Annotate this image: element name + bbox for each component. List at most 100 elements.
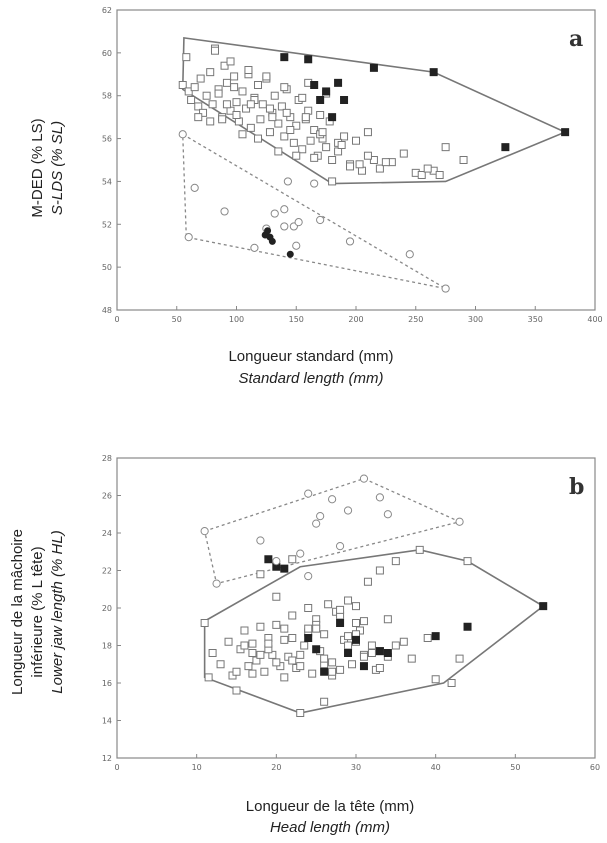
data-point-open-square: [178, 81, 187, 89]
data-point-open-circle: [359, 474, 369, 483]
data-point-open-square: [320, 654, 329, 663]
data-point-open-square: [352, 619, 360, 627]
data-point-open-square: [336, 605, 345, 614]
x-axis-label-en-b: Head length (mm): [270, 819, 390, 836]
data-point-open-square: [182, 53, 191, 62]
data-point-open-circle: [283, 177, 292, 186]
data-point-open-square: [184, 87, 193, 96]
data-point-open-square: [206, 68, 215, 77]
data-point-open-square: [289, 138, 298, 147]
data-point-open-square: [256, 650, 265, 659]
data-point-open-square: [455, 654, 464, 663]
data-point-open-square: [288, 555, 297, 564]
data-point-filled-square: [304, 55, 313, 64]
data-point-open-square: [194, 102, 203, 111]
data-point-open-circle: [220, 207, 229, 216]
y-tick-label: 50: [102, 263, 112, 272]
data-point-open-square: [298, 93, 307, 102]
data-point-open-circle: [212, 579, 221, 588]
data-point-open-circle: [304, 572, 313, 581]
y-tick-label: 22: [102, 567, 112, 576]
panel-a: 0 50 100 150 200 250 300 350 400 48 50 52 54 56 58 60 62…: [102, 6, 603, 324]
data-point-open-square: [288, 634, 297, 642]
data-point-open-square: [238, 87, 247, 96]
data-point-open-square: [375, 566, 384, 575]
data-point-open-square: [352, 136, 360, 145]
panel-b: 0 10 20 30 40 50 60 12 14 16 18 20 22 24 26 28 b: [102, 454, 600, 772]
hull-dashed: [182, 133, 446, 290]
data-point-open-square: [268, 113, 277, 122]
data-point-open-square: [423, 634, 432, 642]
data-point-open-square: [196, 74, 205, 83]
data-point-open-square: [208, 649, 217, 657]
y-tick-label: 24: [102, 529, 112, 538]
data-point-open-square: [310, 126, 319, 134]
x-tick-label: 100: [229, 315, 244, 324]
data-point-open-square: [204, 673, 213, 682]
data-point-open-square: [383, 615, 392, 624]
data-point-open-square: [280, 673, 289, 682]
y-tick-label: 18: [102, 642, 112, 651]
data-point-filled-square: [312, 645, 321, 654]
data-point-open-square: [355, 160, 364, 169]
x-tick-label: 350: [528, 315, 543, 324]
data-point-filled-square: [431, 632, 440, 641]
data-point-filled-square: [304, 634, 313, 642]
y-tick-label: 52: [102, 220, 112, 229]
data-point-open-square: [208, 100, 217, 109]
data-point-filled-square: [561, 128, 570, 137]
x-tick-label: 400: [587, 315, 602, 324]
data-point-open-square: [296, 662, 305, 671]
data-point-open-square: [344, 632, 353, 641]
y-tick-label: 16: [102, 679, 112, 688]
y-tick-label: 14: [102, 717, 112, 726]
data-point-filled-square: [369, 63, 378, 72]
x-tick-label: 40: [431, 763, 441, 772]
data-point-filled-square: [328, 113, 337, 122]
x-axis-label-a: Longueur standard (mm): [228, 348, 393, 365]
data-point-open-square: [399, 637, 408, 646]
data-point-open-square: [282, 108, 291, 117]
data-point-open-circle: [304, 489, 313, 498]
data-point-filled-circle: [264, 227, 272, 235]
data-point-open-circle: [292, 241, 301, 250]
data-point-filled-square: [322, 87, 331, 96]
data-point-open-circle: [256, 536, 265, 545]
data-point-open-square: [391, 557, 400, 566]
data-point-open-circle: [343, 506, 353, 515]
data-point-open-square: [292, 151, 301, 160]
data-point-filled-square: [264, 555, 273, 564]
data-point-open-circle: [345, 237, 355, 246]
x-tick-label: 300: [468, 315, 483, 324]
y-tick-label: 62: [102, 6, 112, 15]
data-point-open-square: [304, 604, 313, 612]
data-point-open-square: [222, 78, 231, 87]
data-point-open-square: [240, 641, 249, 650]
data-point-open-square: [304, 624, 313, 633]
data-point-open-square: [202, 91, 211, 100]
data-point-open-square: [244, 66, 253, 74]
data-point-open-square: [206, 117, 215, 126]
data-point-open-square: [328, 177, 337, 186]
data-point-filled-square: [501, 143, 510, 152]
data-point-open-square: [310, 153, 319, 162]
data-point-filled-square: [334, 78, 343, 87]
data-point-open-square: [320, 697, 329, 706]
data-point-open-square: [423, 164, 432, 173]
data-point-filled-square: [320, 667, 329, 676]
data-point-open-square: [340, 132, 349, 141]
y-tick-label: 28: [102, 454, 112, 463]
data-point-open-square: [272, 592, 281, 601]
data-point-open-square: [232, 686, 241, 695]
data-point-open-square: [367, 641, 376, 650]
data-point-open-square: [288, 656, 297, 665]
data-point-open-square: [232, 111, 241, 119]
data-point-open-square: [248, 649, 257, 657]
ticks-b: 0 10 20 30 40 50 60 12 14 16 18 20 22 24 26 28: [102, 454, 600, 772]
data-point-open-circle: [316, 512, 325, 521]
data-point-filled-square: [375, 647, 384, 656]
data-point-open-square: [300, 641, 309, 650]
data-point-open-square: [246, 123, 255, 132]
data-point-open-square: [336, 665, 345, 674]
data-point-open-square: [264, 639, 273, 648]
